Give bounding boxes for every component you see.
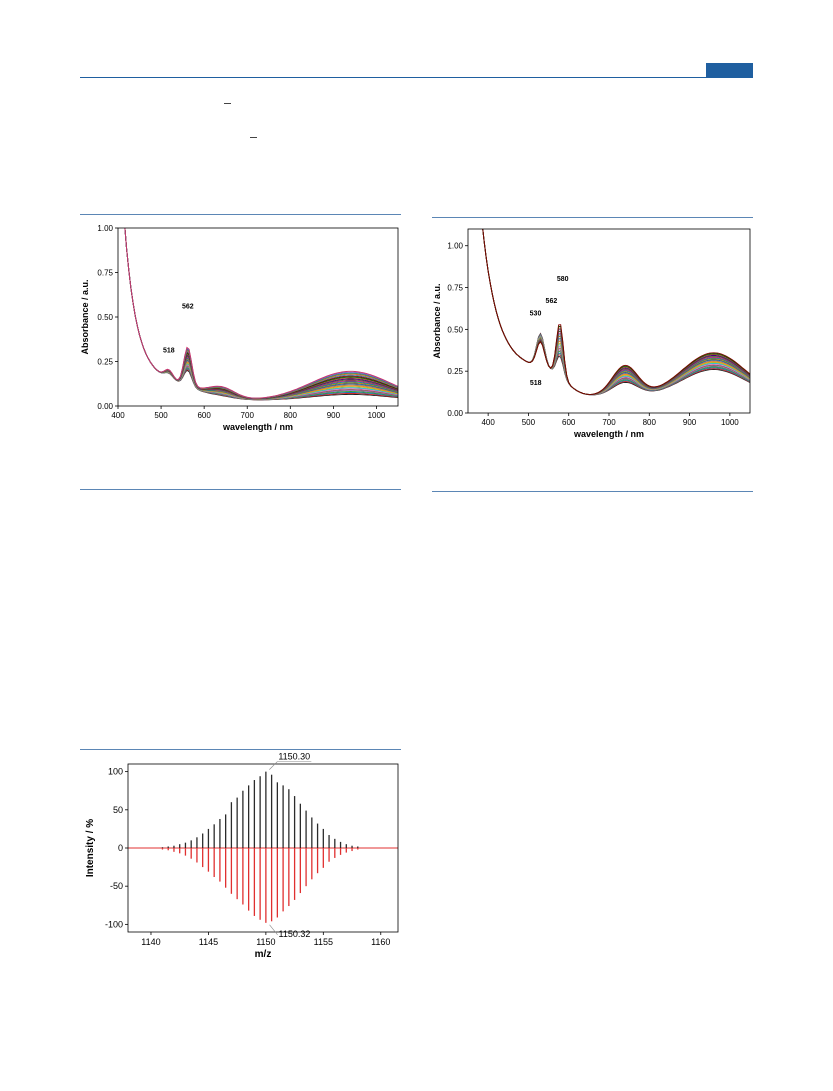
uv-vis-spectra-chart-2-svg: 400 500 600 700 800 900 1000 0.00 0.25 0.50 0.75 1.… [432, 228, 751, 439]
mass-spectrum-chart-svg: 1140 1145 1150 1155 1160 100 50 0 -50 -100 m/z Inte… [85, 752, 399, 960]
spectrum-series-line [124, 228, 398, 399]
y-axis-label: Absorbance / a.u. [432, 283, 442, 358]
mass-spectrum-chart: 1140 1145 1150 1155 1160 100 50 0 -50 -100 m/z Inte… [80, 752, 401, 960]
y-tick-label: 0 [118, 843, 123, 853]
y-tick-label: 0.75 [447, 284, 463, 293]
x-tick-label: 1150 [256, 937, 275, 947]
x-tick-label: 1000 [368, 411, 386, 420]
x-tick-label: 800 [284, 411, 298, 420]
spectrum-series-line [482, 229, 750, 396]
y-tick-label: 0.25 [447, 367, 463, 376]
text-fragment-mark [250, 137, 257, 138]
peak-annotation-label: 1150.32 [279, 929, 311, 939]
y-tick-label: -50 [110, 881, 123, 891]
x-axis-label: m/z [255, 949, 272, 960]
y-tick-label: 100 [108, 767, 123, 777]
x-tick-label: 1160 [371, 937, 390, 947]
figure-top-rule [432, 217, 753, 218]
peak-annotation-label: 518 [163, 348, 175, 355]
y-tick-label: 0.75 [97, 269, 113, 278]
figure-bottom-rule [80, 489, 401, 490]
x-tick-label: 400 [111, 411, 125, 420]
y-tick-label: 0.00 [97, 402, 113, 411]
y-tick-label: 0.50 [97, 313, 113, 322]
page-header-rule [80, 77, 753, 78]
figure-bottom-rule [432, 491, 753, 492]
page-number-tab [706, 63, 753, 77]
y-tick-label: 50 [113, 805, 123, 815]
x-tick-label: 600 [197, 411, 211, 420]
x-tick-label: 400 [481, 418, 495, 427]
x-tick-label: 1140 [141, 937, 160, 947]
uv-vis-spectra-chart-1: 400 500 600 700 800 900 1000 0.00 0.25 0.50 0.75 1.… [80, 218, 401, 444]
y-axis-label: Absorbance / a.u. [80, 279, 90, 354]
x-tick-label: 1145 [199, 937, 218, 947]
peak-annotation-label: 1150.30 [278, 752, 310, 762]
spectrum-series-line [482, 229, 750, 395]
x-axis-label: wavelength / nm [573, 429, 644, 439]
y-tick-label: 1.00 [97, 224, 113, 233]
y-axis-label: Intensity / % [85, 819, 96, 877]
peak-annotation-label: 562 [546, 298, 558, 305]
x-tick-label: 900 [327, 411, 341, 420]
peak-annotation-label: 562 [182, 304, 194, 311]
y-tick-label: 0.25 [97, 358, 113, 367]
uv-vis-spectra-chart-2: 400 500 600 700 800 900 1000 0.00 0.25 0.50 0.75 1.… [432, 221, 753, 449]
x-tick-label: 700 [241, 411, 255, 420]
peak-annotation-label: 530 [530, 311, 542, 318]
annotation-leader-line [269, 761, 278, 770]
x-tick-label: 700 [602, 418, 616, 427]
y-tick-label: 0.00 [447, 409, 463, 418]
uv-vis-spectra-chart-1-svg: 400 500 600 700 800 900 1000 0.00 0.25 0.50 0.75 1.… [80, 224, 399, 432]
x-tick-label: 600 [562, 418, 576, 427]
text-fragment-mark [224, 103, 231, 104]
y-tick-label: 0.50 [447, 325, 463, 334]
x-tick-label: 500 [154, 411, 168, 420]
x-axis-label: wavelength / nm [222, 422, 293, 432]
peak-annotation-label: 580 [557, 276, 569, 283]
figure-top-rule [80, 749, 401, 750]
y-tick-label: -100 [105, 919, 123, 929]
x-tick-label: 800 [643, 418, 657, 427]
x-tick-label: 500 [522, 418, 536, 427]
x-tick-label: 1155 [314, 937, 333, 947]
x-tick-label: 900 [683, 418, 697, 427]
annotation-leader-line [269, 924, 278, 936]
x-tick-label: 1000 [721, 418, 739, 427]
figure-top-rule [80, 214, 401, 215]
y-tick-label: 1.00 [447, 242, 463, 251]
peak-annotation-label: 518 [530, 380, 542, 387]
